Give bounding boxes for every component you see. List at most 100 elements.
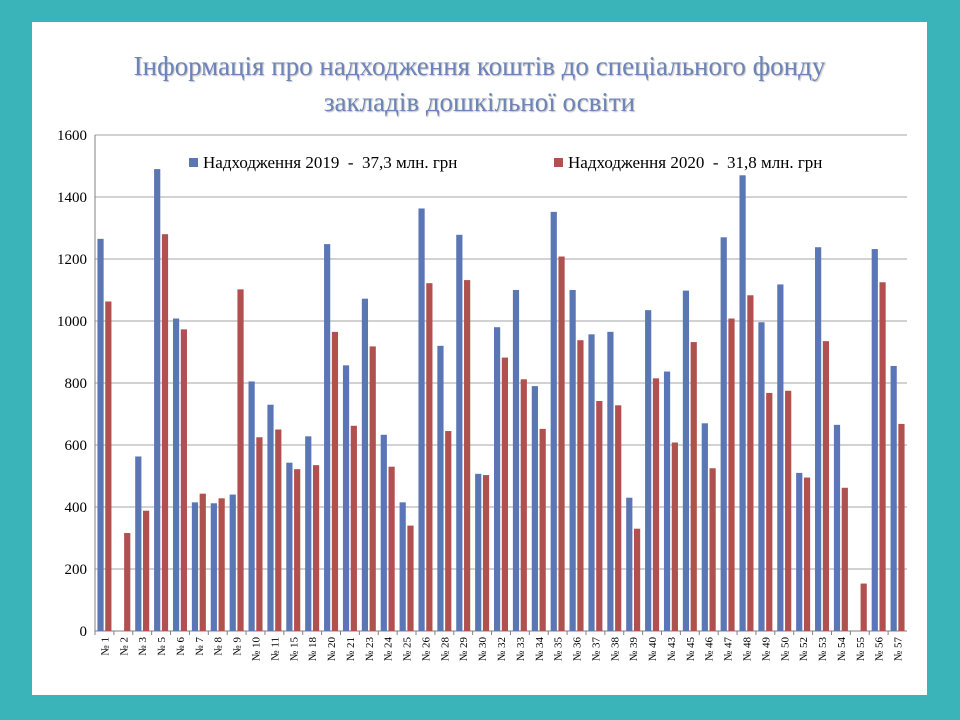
bar-2019 (645, 310, 652, 631)
y-tick-label: 1400 (57, 190, 87, 206)
bar-2019 (154, 169, 161, 631)
bar-2020 (294, 469, 301, 631)
bar-2019 (418, 208, 425, 631)
x-category-label: № 34 (534, 637, 546, 662)
bar-2020 (464, 280, 471, 631)
x-category-label: № 8 (213, 637, 225, 656)
legend-label-2019: Надходження 2019 - 37,3 млн. грн (203, 153, 457, 172)
x-category-label: № 2 (118, 637, 130, 656)
bar-2020 (747, 295, 754, 631)
bar-2020 (482, 475, 490, 631)
bar-2019 (380, 434, 387, 631)
bar-2019 (720, 237, 727, 632)
bar-2020 (539, 428, 546, 631)
bar-2019 (361, 298, 369, 631)
x-category-label: № 53 (817, 637, 829, 662)
bar-2019 (191, 502, 199, 631)
y-tick-label: 200 (65, 562, 88, 578)
x-category-label: № 55 (855, 637, 867, 662)
bar-2020 (105, 301, 112, 631)
chart-title: Інформація про надходження коштів до спе… (32, 48, 927, 120)
bar-2020 (161, 234, 169, 631)
x-category-label: № 28 (439, 637, 451, 662)
bar-2020 (879, 282, 886, 631)
bar-2020 (331, 331, 339, 631)
bar-2019 (475, 473, 482, 631)
bar-2020 (180, 329, 187, 631)
bar-2019 (248, 381, 255, 631)
bar-2019 (267, 404, 274, 631)
x-category-label: № 26 (420, 637, 432, 662)
bar-2019 (569, 290, 576, 631)
bar-2020 (143, 510, 150, 631)
bar-2020 (766, 392, 773, 631)
bar-2020 (256, 437, 263, 631)
bar-2019 (172, 318, 180, 631)
x-category-label: № 39 (628, 637, 640, 662)
legend-swatch-2020 (554, 158, 563, 167)
bar-2020 (822, 341, 830, 631)
x-category-label: № 57 (893, 637, 905, 662)
bar-2020 (199, 493, 206, 631)
bar-2019 (626, 497, 633, 631)
x-category-label: № 38 (609, 637, 621, 662)
bar-2020 (124, 533, 131, 631)
x-category-label: № 35 (553, 637, 565, 662)
x-category-label: № 3 (137, 637, 149, 656)
bar-2019 (796, 472, 803, 631)
x-category-label: № 18 (307, 637, 319, 662)
bar-2020 (596, 400, 603, 631)
x-category-label: № 49 (760, 637, 772, 662)
bar-2020 (501, 357, 508, 631)
y-tick-label: 0 (80, 624, 88, 640)
x-category-label: № 37 (590, 637, 602, 662)
legend-label-2020: Надходження 2020 - 31,8 млн. грн (568, 153, 822, 172)
x-category-label: № 5 (156, 637, 168, 656)
bar-2019 (815, 247, 822, 631)
x-category-label: № 25 (402, 637, 414, 662)
x-category-label: № 46 (704, 637, 716, 662)
x-category-label: № 7 (194, 637, 206, 656)
slide-panel: Інформація про надходження коштів до спе… (32, 22, 927, 695)
y-tick-label: 800 (65, 376, 88, 392)
bar-2019 (229, 494, 236, 631)
x-category-label: № 21 (345, 637, 357, 661)
x-category-label: № 11 (269, 637, 281, 661)
bar-2020 (860, 583, 867, 631)
bar-2020 (520, 379, 527, 631)
bar-2019 (494, 327, 501, 631)
bar-2019 (512, 290, 520, 631)
bar-2019 (550, 211, 557, 631)
bar-2020 (445, 431, 452, 631)
bar-2019 (739, 175, 746, 632)
bar-2019 (777, 284, 784, 631)
bar-2019 (456, 234, 463, 631)
y-tick-label: 1000 (57, 314, 87, 330)
x-category-label: № 36 (572, 637, 584, 662)
x-category-label: № 32 (496, 637, 508, 661)
bar-chart: 0 200 400 600 800 1000 1200 1400 1600 № 1 № 2 № 3 № … (57, 128, 907, 662)
bar-2019 (682, 290, 690, 631)
bar-2020 (709, 468, 716, 631)
bar-2019 (871, 249, 878, 631)
bar-2019 (890, 365, 897, 631)
bar-2019 (663, 371, 671, 631)
bar-2020 (633, 528, 641, 631)
bar-2020 (577, 340, 584, 631)
chart-title-line-2: закладів дошкільної освіти (323, 87, 636, 117)
x-category-label: № 30 (477, 637, 489, 662)
x-category-label: № 33 (515, 637, 527, 662)
x-category-label: № 10 (251, 637, 263, 662)
bar-2020 (426, 283, 433, 631)
bar-2019 (437, 345, 444, 631)
x-category-label: № 15 (288, 637, 300, 662)
x-category-label: № 48 (741, 637, 753, 662)
x-category-label: № 52 (798, 637, 810, 661)
bar-2019 (701, 423, 708, 631)
bar-2020 (898, 423, 905, 631)
x-category-label: № 56 (874, 637, 886, 662)
bar-2020 (785, 390, 792, 631)
bar-2019 (286, 462, 293, 631)
bar-2020 (312, 465, 320, 631)
bar-2020 (671, 442, 678, 631)
